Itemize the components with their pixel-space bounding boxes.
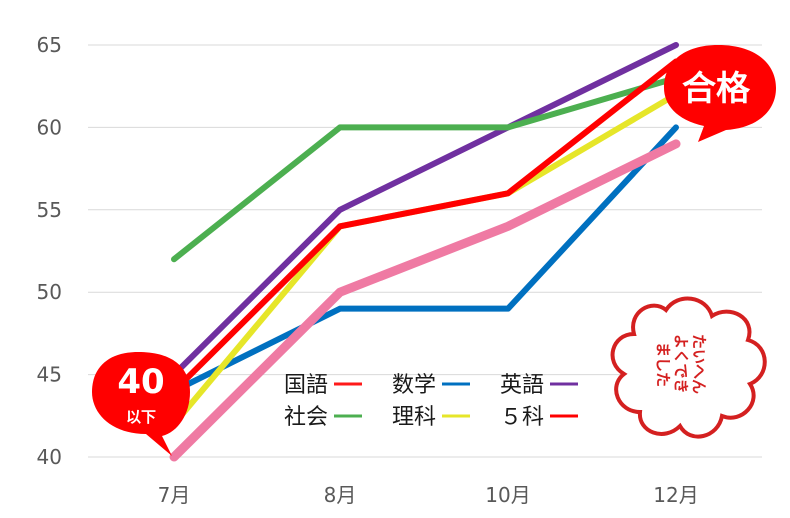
y-tick-label: 40 (37, 445, 62, 469)
start-bubble-shape (92, 352, 190, 456)
start-bubble: 40 以下 (92, 352, 190, 456)
start-bubble-sub: 以下 (126, 408, 156, 426)
stamp-line-3: ました (654, 342, 672, 387)
series-line (171, 124, 679, 395)
legend-entry: 英語 (500, 373, 578, 398)
legend-entry: 国語 (284, 373, 362, 398)
legend-label: 英語 (500, 373, 544, 398)
end-bubble-text: 合格 (682, 69, 751, 109)
stamp: たいへん よくでき ました (610, 296, 767, 439)
series-line (169, 139, 681, 462)
legend-label: 理科 (392, 405, 436, 430)
series-line (171, 42, 679, 378)
x-tick-label: 8月 (324, 483, 357, 507)
legend-label: ５科 (500, 405, 544, 430)
legend-entry: ５科 (500, 405, 578, 430)
legend-entry: 数学 (392, 373, 470, 398)
legend-label: 社会 (284, 405, 328, 430)
stamp-flower-outline (610, 296, 767, 439)
y-tick-label: 45 (37, 363, 62, 387)
legend-entry: 社会 (284, 405, 362, 430)
legend-entry: 理科 (392, 405, 470, 430)
x-tick-label: 7月 (158, 483, 191, 507)
stamp-line-1: たいへん (690, 334, 708, 394)
y-tick-label: 65 (37, 33, 62, 57)
y-tick-label: 50 (37, 280, 62, 304)
start-bubble-value: 40 (117, 362, 164, 402)
series-line (171, 74, 679, 263)
legend-label: 数学 (392, 373, 436, 398)
end-bubble-shape (664, 45, 776, 142)
x-tick-label: 10月 (485, 483, 530, 507)
series-lines (169, 42, 681, 462)
legend-label: 国語 (284, 373, 328, 398)
x-axis-ticks: 7月 8月 10月 12月 (158, 483, 699, 507)
y-tick-label: 55 (37, 198, 62, 222)
stamp-line-2: よくでき (672, 334, 690, 394)
y-axis-ticks: 40 45 50 55 60 65 (37, 33, 62, 469)
series-line (171, 58, 679, 395)
end-bubble: 合格 (664, 45, 776, 142)
y-tick-label: 60 (37, 115, 62, 139)
x-tick-label: 12月 (653, 483, 698, 507)
